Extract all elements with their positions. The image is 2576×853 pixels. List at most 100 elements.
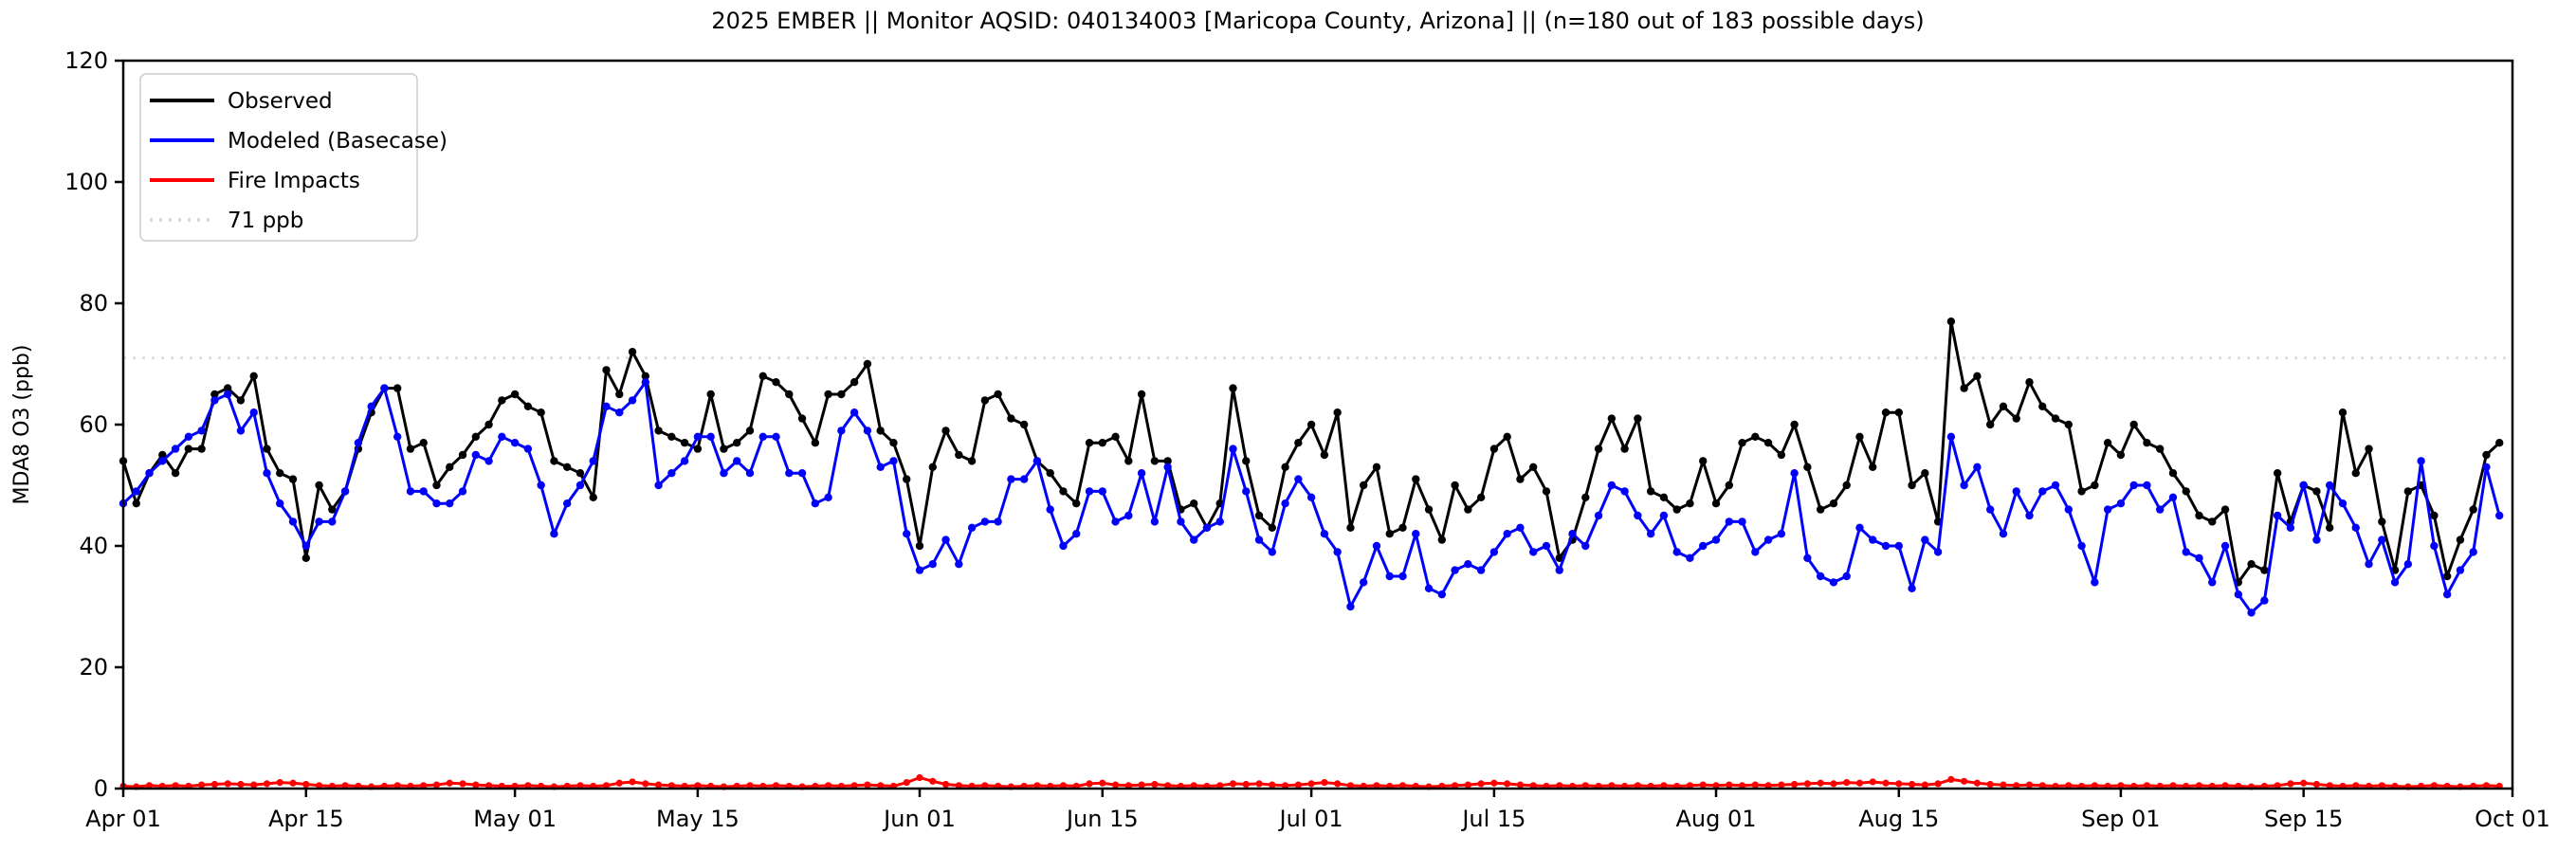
fire_impacts-point xyxy=(654,781,663,789)
modeled_basecase-point xyxy=(1842,572,1851,581)
modeled_basecase-point xyxy=(1516,523,1525,532)
fire_impacts-point xyxy=(1124,782,1132,789)
fire_impacts-point xyxy=(2352,782,2360,789)
fire_impacts-point xyxy=(2482,782,2491,789)
fire_impacts-point xyxy=(198,781,206,789)
observed-point xyxy=(1699,457,1708,465)
observed-point xyxy=(1581,493,1590,501)
modeled_basecase-point xyxy=(850,408,859,417)
modeled_basecase-point xyxy=(2417,457,2425,465)
modeled_basecase-point xyxy=(367,402,375,410)
modeled_basecase-point xyxy=(523,445,533,453)
fire_impacts-point xyxy=(2117,782,2125,789)
observed-point xyxy=(1254,511,1264,520)
observed-point xyxy=(523,402,533,410)
modeled_basecase-point xyxy=(1163,463,1172,471)
fire_impacts-point xyxy=(1334,780,1342,788)
observed-point xyxy=(641,372,650,380)
observed-point xyxy=(1333,408,1342,417)
modeled_basecase-point xyxy=(223,390,232,399)
modeled_basecase-point xyxy=(2064,505,2074,514)
modeled_basecase-point xyxy=(276,499,284,508)
modeled_basecase-point xyxy=(2299,481,2308,490)
observed-point xyxy=(498,396,506,405)
fire_impacts-point xyxy=(2430,782,2438,789)
fire_impacts-point xyxy=(667,782,675,789)
fire_impacts-point xyxy=(1398,782,1407,789)
modeled_basecase-point xyxy=(1437,590,1447,599)
observed-point xyxy=(1124,457,1133,465)
observed-point xyxy=(1385,530,1394,538)
fire_impacts-point xyxy=(1216,782,1224,789)
fire_impacts-point xyxy=(694,782,702,789)
modeled_basecase-point xyxy=(263,469,271,478)
modeled_basecase-point xyxy=(2390,578,2400,587)
modeled_basecase-point xyxy=(758,432,767,441)
y-tick-label: 20 xyxy=(79,654,108,681)
fire_impacts-point xyxy=(2025,781,2034,789)
fire_impacts-point xyxy=(1529,782,1537,789)
observed-point xyxy=(2351,469,2360,478)
observed-point xyxy=(928,463,937,471)
modeled_basecase-point xyxy=(824,493,832,501)
observed-point xyxy=(2442,572,2452,581)
modeled_basecase-point xyxy=(1111,517,1120,526)
fire_impacts-point xyxy=(1294,781,1302,789)
observed-point xyxy=(484,420,493,429)
observed-point xyxy=(249,372,258,380)
observed-point xyxy=(941,426,950,435)
modeled_basecase-point xyxy=(1555,566,1563,574)
modeled_basecase-point xyxy=(2143,481,2151,490)
x-tick-label: Jun 01 xyxy=(882,806,956,832)
observed-point xyxy=(562,463,572,471)
modeled_basecase-point xyxy=(928,560,937,569)
observed-point xyxy=(720,445,728,453)
fire_impacts-point xyxy=(302,780,310,789)
fire_impacts-point xyxy=(1830,780,1837,788)
fire_impacts-point xyxy=(1764,782,1772,789)
fire_impacts-point xyxy=(459,780,466,788)
observed-point xyxy=(1306,420,1316,429)
modeled_basecase-point xyxy=(406,487,415,496)
modeled_basecase-point xyxy=(393,432,402,441)
observed-point xyxy=(2260,566,2269,574)
observed-point xyxy=(889,439,898,447)
observed-point xyxy=(1489,445,1499,453)
modeled_basecase-point xyxy=(994,517,1002,526)
modeled_basecase-point xyxy=(1320,530,1329,538)
modeled_basecase-point xyxy=(1921,535,1929,544)
modeled_basecase-point xyxy=(2247,608,2256,617)
observed-point xyxy=(1751,432,1760,441)
legend-label: Modeled (Basecase) xyxy=(228,129,448,154)
fire_impacts-point xyxy=(472,781,480,789)
observed-point xyxy=(1476,493,1486,501)
modeled_basecase-point xyxy=(2495,511,2504,520)
modeled_basecase-point xyxy=(1581,541,1590,551)
modeled_basecase-point xyxy=(1019,475,1029,483)
modeled_basecase-point xyxy=(733,457,741,465)
modeled_basecase-point xyxy=(1202,523,1212,532)
observed-point xyxy=(1098,439,1106,447)
observed-point xyxy=(667,432,676,441)
modeled_basecase-point xyxy=(537,481,545,490)
fire_impacts-point xyxy=(1699,781,1707,789)
modeled_basecase-point xyxy=(171,445,180,453)
modeled_basecase-point xyxy=(772,432,780,441)
modeled_basecase-point xyxy=(340,487,350,496)
legend-box xyxy=(139,73,418,242)
modeled_basecase-point xyxy=(1803,554,1812,562)
fire_impacts-point xyxy=(1817,779,1824,787)
fire_impacts-point xyxy=(629,778,636,786)
observed-point xyxy=(1412,475,1420,483)
modeled_basecase-point xyxy=(1098,487,1106,496)
fire_impacts-point xyxy=(864,781,871,789)
fire_impacts-point xyxy=(1791,780,1799,789)
modeled_basecase-point xyxy=(589,457,597,465)
observed-point xyxy=(654,426,663,435)
modeled_basecase-point xyxy=(1046,505,1054,514)
fire_impacts-point xyxy=(315,782,323,789)
observed-point xyxy=(1229,384,1237,392)
modeled_basecase-point xyxy=(184,432,193,441)
observed-point xyxy=(406,445,415,453)
fire_impacts-point xyxy=(1634,782,1641,789)
